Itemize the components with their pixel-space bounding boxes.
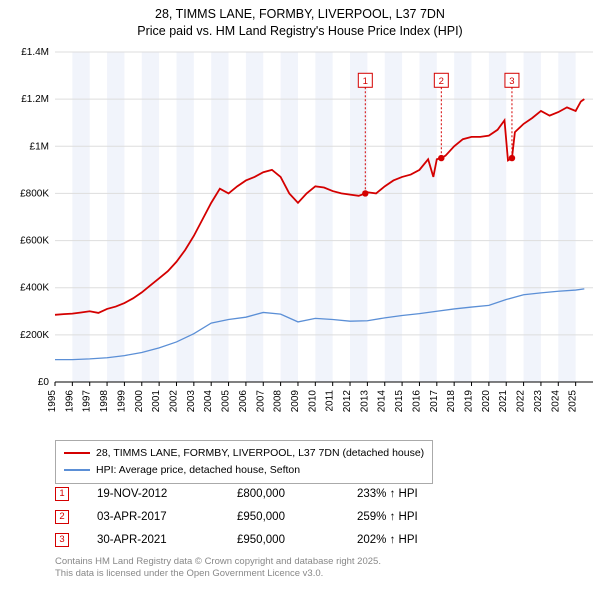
- sales-date: 19-NOV-2012: [97, 488, 237, 500]
- y-tick-label: £600K: [20, 236, 49, 247]
- x-tick-label: 2014: [377, 390, 388, 413]
- sales-price: £800,000: [237, 488, 357, 500]
- y-tick-label: £800K: [20, 188, 49, 199]
- legend-item: 28, TIMMS LANE, FORMBY, LIVERPOOL, L37 7…: [64, 445, 424, 462]
- x-tick-label: 2023: [533, 390, 544, 413]
- sale-dot: [438, 155, 444, 161]
- sales-num-box: 3: [55, 533, 69, 547]
- title-line-1: 28, TIMMS LANE, FORMBY, LIVERPOOL, L37 7…: [0, 6, 600, 23]
- year-band: [524, 52, 541, 382]
- year-band: [211, 52, 228, 382]
- year-band: [558, 52, 575, 382]
- sales-row: 3 30-APR-2021£950,000202% ↑ HPI: [55, 528, 457, 551]
- x-tick-label: 2003: [186, 390, 197, 413]
- x-tick-label: 1998: [99, 390, 110, 413]
- x-tick-label: 2010: [307, 390, 318, 413]
- sale-marker-num: 3: [509, 76, 514, 87]
- attribution-line-2: This data is licensed under the Open Gov…: [55, 568, 381, 580]
- legend-label: 28, TIMMS LANE, FORMBY, LIVERPOOL, L37 7…: [96, 445, 424, 462]
- x-tick-label: 1996: [64, 390, 75, 413]
- sales-table: 1 19-NOV-2012£800,000233% ↑ HPI 2 03-APR-20…: [55, 482, 457, 551]
- x-tick-label: 2009: [290, 390, 301, 413]
- legend-item: HPI: Average price, detached house, Seft…: [64, 462, 424, 479]
- year-band: [489, 52, 506, 382]
- x-tick-label: 1999: [116, 390, 127, 413]
- y-tick-label: £0: [38, 377, 50, 388]
- x-tick-label: 1995: [47, 390, 58, 413]
- x-tick-label: 2008: [273, 390, 284, 413]
- year-band: [246, 52, 263, 382]
- sale-marker-num: 1: [363, 76, 368, 87]
- sales-num-box: 2: [55, 510, 69, 524]
- x-tick-label: 2006: [238, 390, 249, 413]
- legend-swatch: [64, 469, 90, 471]
- sale-dot: [509, 155, 515, 161]
- sale-dot: [362, 190, 368, 196]
- sales-hpi: 202% ↑ HPI: [357, 534, 457, 546]
- x-tick-label: 2017: [429, 390, 440, 413]
- sales-hpi: 233% ↑ HPI: [357, 488, 457, 500]
- year-band: [107, 52, 124, 382]
- x-tick-label: 2021: [498, 390, 509, 413]
- x-tick-label: 2000: [134, 390, 145, 413]
- x-tick-label: 2020: [481, 390, 492, 413]
- year-band: [385, 52, 402, 382]
- x-tick-label: 2018: [446, 390, 457, 413]
- x-tick-label: 2005: [221, 390, 232, 413]
- sale-marker-num: 2: [439, 76, 444, 87]
- year-band: [419, 52, 436, 382]
- chart-title: 28, TIMMS LANE, FORMBY, LIVERPOOL, L37 7…: [0, 0, 600, 40]
- x-tick-label: 2025: [568, 390, 579, 413]
- sales-row: 2 03-APR-2017£950,000259% ↑ HPI: [55, 505, 457, 528]
- x-tick-label: 1997: [82, 390, 93, 413]
- x-tick-label: 2011: [325, 390, 336, 412]
- sales-hpi: 259% ↑ HPI: [357, 511, 457, 523]
- title-line-2: Price paid vs. HM Land Registry's House …: [0, 23, 600, 40]
- x-tick-label: 2022: [516, 390, 527, 413]
- x-tick-label: 2002: [168, 390, 179, 413]
- chart-svg: £0 £200K £400K £600K £800K £1M £1.2M £1.4M 1995 1…: [0, 42, 600, 432]
- x-tick-label: 2016: [411, 390, 422, 413]
- sales-price: £950,000: [237, 534, 357, 546]
- attribution-line-1: Contains HM Land Registry data © Crown c…: [55, 556, 381, 568]
- legend: 28, TIMMS LANE, FORMBY, LIVERPOOL, L37 7…: [55, 440, 433, 484]
- chart-area: £0 £200K £400K £600K £800K £1M £1.2M £1.4M 1995 1…: [0, 42, 600, 432]
- legend-label: HPI: Average price, detached house, Seft…: [96, 462, 300, 479]
- x-tick-label: 2012: [342, 390, 353, 413]
- y-tick-label: £200K: [20, 330, 49, 341]
- sales-row: 1 19-NOV-2012£800,000233% ↑ HPI: [55, 482, 457, 505]
- year-band: [142, 52, 159, 382]
- x-tick-label: 2024: [550, 390, 561, 413]
- y-tick-label: £1.4M: [21, 47, 49, 58]
- year-band: [454, 52, 471, 382]
- attribution: Contains HM Land Registry data © Crown c…: [55, 556, 381, 581]
- sales-num-box: 1: [55, 487, 69, 501]
- sales-date: 03-APR-2017: [97, 511, 237, 523]
- x-tick-label: 2015: [394, 390, 405, 413]
- x-tick-label: 2013: [359, 390, 370, 413]
- legend-swatch: [64, 452, 90, 454]
- sales-price: £950,000: [237, 511, 357, 523]
- year-band: [72, 52, 89, 382]
- x-tick-label: 2019: [464, 390, 475, 413]
- year-band: [350, 52, 367, 382]
- year-band: [176, 52, 193, 382]
- y-tick-label: £1M: [30, 141, 49, 152]
- sales-date: 30-APR-2021: [97, 534, 237, 546]
- year-band: [281, 52, 298, 382]
- x-tick-label: 2001: [151, 390, 162, 413]
- year-band: [315, 52, 332, 382]
- y-tick-label: £400K: [20, 283, 49, 294]
- x-tick-label: 2004: [203, 390, 214, 413]
- x-tick-label: 2007: [255, 390, 266, 413]
- y-tick-label: £1.2M: [21, 94, 49, 105]
